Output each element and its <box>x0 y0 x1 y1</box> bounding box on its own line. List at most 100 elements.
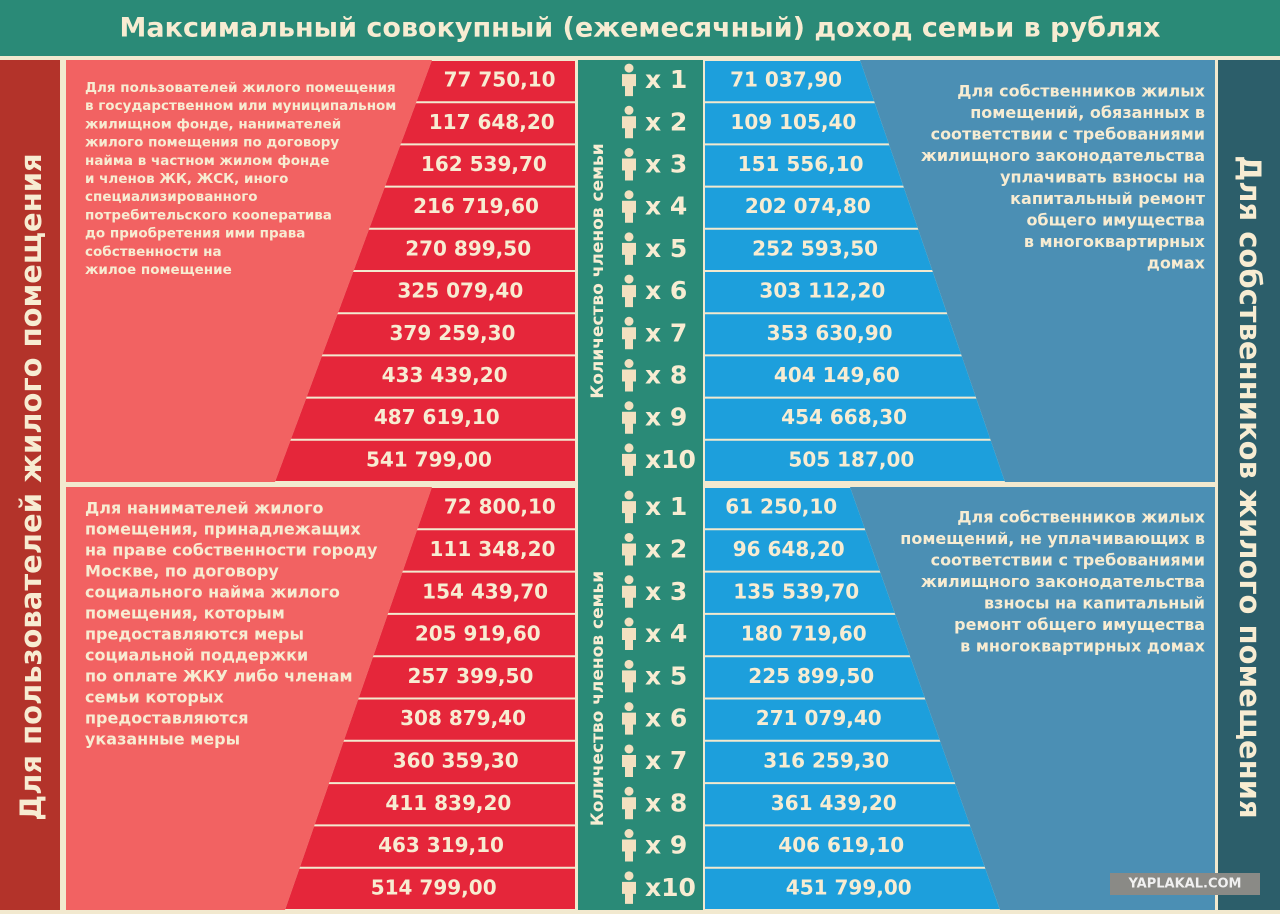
left-value: 117 648,20 <box>429 110 555 134</box>
content: 77 750,10 71 037,90 x 1 117 648,20 109 105,4… <box>66 60 1215 910</box>
member-count: x 8 <box>645 361 687 390</box>
right-bar <box>705 868 1000 909</box>
right-description-line: помещений, не уплачивающих в <box>900 529 1205 548</box>
person-head <box>624 359 634 368</box>
left-bar <box>402 530 575 571</box>
person-head <box>624 532 634 542</box>
right-value: 202 074,80 <box>745 194 871 218</box>
person-body <box>622 285 636 308</box>
right-description-line: ремонт общего имущества <box>954 615 1205 634</box>
member-count: x 7 <box>645 746 687 775</box>
right-value: 271 079,40 <box>756 706 882 730</box>
person-head <box>624 702 634 712</box>
right-bar <box>705 572 895 613</box>
left-bar <box>344 699 575 740</box>
right-value: 454 668,30 <box>781 405 907 429</box>
person-head <box>624 490 634 500</box>
member-count: x 1 <box>645 65 687 94</box>
left-value: 433 439,20 <box>382 363 508 387</box>
right-value: 71 037,90 <box>730 68 842 92</box>
right-description-line: жилищного законодательства <box>921 572 1205 591</box>
right-value: 109 105,40 <box>730 110 856 134</box>
right-value: 180 719,60 <box>741 622 867 646</box>
person-head <box>624 829 634 839</box>
member-count: x 3 <box>645 577 687 606</box>
right-bar <box>705 826 985 867</box>
right-bar <box>705 145 904 186</box>
left-value: 379 259,30 <box>390 321 516 345</box>
person-body <box>622 242 636 265</box>
right-description-line: помещений, обязанных в <box>970 103 1205 122</box>
right-value: 353 630,90 <box>767 321 893 345</box>
left-description-line: потребительского кооператива <box>85 207 332 223</box>
right-description-line: Для собственников жилых <box>957 82 1205 101</box>
person-head <box>624 575 634 585</box>
left-value: 205 919,60 <box>415 622 541 646</box>
left-panel <box>66 487 432 910</box>
left-value: 77 750,10 <box>444 68 556 92</box>
member-count: x 9 <box>645 403 687 432</box>
person-head <box>624 190 634 200</box>
left-value: 154 439,70 <box>422 579 548 603</box>
right-description-line: капитальный ремонт <box>1010 189 1206 208</box>
member-count: x 8 <box>645 788 687 817</box>
member-count: x 6 <box>645 276 687 305</box>
right-bar <box>705 488 865 529</box>
right-strip <box>1218 60 1280 910</box>
person-body <box>622 839 636 862</box>
person-head <box>624 617 634 627</box>
member-count: x 9 <box>645 831 687 860</box>
right-bar <box>705 187 918 228</box>
member-count: x 4 <box>645 192 687 221</box>
right-bar <box>705 61 875 102</box>
right-bar <box>705 356 976 397</box>
right-description-line: уплачивать взносы на <box>1000 168 1205 187</box>
title-bar <box>0 0 1280 56</box>
left-bar <box>300 826 575 867</box>
right-bar <box>705 229 933 270</box>
right-value: 361 439,20 <box>771 791 897 815</box>
left-description-line: на праве собственности городу <box>85 541 378 560</box>
person-head <box>624 274 634 284</box>
left-description-line: по оплате ЖКУ либо членам <box>85 667 353 686</box>
right-value: 404 149,60 <box>774 363 900 387</box>
right-description-line: Для собственников жилых <box>957 508 1205 527</box>
left-bar <box>353 229 575 270</box>
middle-column <box>578 60 703 910</box>
right-bar <box>705 530 880 571</box>
right-value: 135 539,70 <box>733 579 859 603</box>
right-value: 303 112,20 <box>759 279 885 303</box>
left-description-line: социальной поддержки <box>85 646 308 665</box>
right-bar <box>705 614 910 656</box>
right-bar <box>705 741 955 783</box>
right-bar <box>705 314 962 355</box>
left-value: 541 799,00 <box>366 447 492 471</box>
person-head <box>624 316 634 326</box>
person-body <box>622 881 636 904</box>
left-value: 514 799,00 <box>371 875 497 899</box>
left-value: 257 399,50 <box>407 664 533 688</box>
left-strip <box>0 60 60 910</box>
left-description-line: Для нанимателей жилого <box>85 499 323 518</box>
right-description-line: соответствии с требованиями <box>931 551 1205 570</box>
right-description-line: в многоквартирных <box>1024 232 1206 251</box>
middle-label: Количество членов семьи <box>588 571 608 826</box>
left-description-line: социального найма жилого <box>85 583 340 602</box>
person-body <box>622 585 636 608</box>
middle-label: Количество членов семьи <box>588 143 608 398</box>
member-count: x 6 <box>645 704 687 733</box>
left-bar <box>400 103 575 144</box>
right-value: 61 250,10 <box>725 495 837 519</box>
person-body <box>622 369 636 392</box>
watermark: YAPLAKAL.COM <box>1128 877 1242 892</box>
left-value: 360 359,30 <box>393 748 519 772</box>
person-head <box>624 871 634 881</box>
person-body <box>622 670 636 693</box>
member-count: x 2 <box>645 107 687 136</box>
right-bar <box>705 784 970 825</box>
left-bar <box>385 145 575 186</box>
person-body <box>622 200 636 223</box>
left-bar <box>329 741 575 783</box>
left-bar <box>285 868 575 909</box>
